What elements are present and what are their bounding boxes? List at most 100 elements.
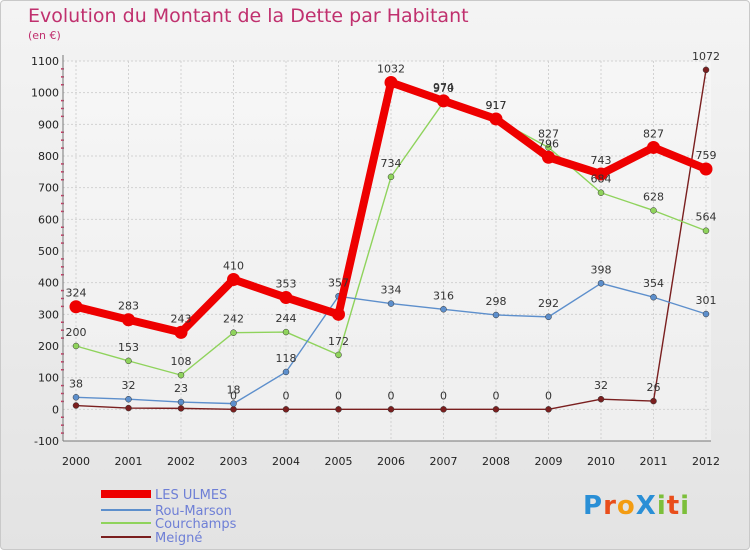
data-label: 298 bbox=[486, 295, 507, 308]
data-point bbox=[545, 144, 552, 151]
data-point bbox=[492, 311, 500, 319]
data-label: 0 bbox=[388, 389, 395, 402]
data-point bbox=[542, 150, 555, 164]
x-tick-label: 2008 bbox=[482, 455, 510, 468]
y-tick-label: 1100 bbox=[31, 55, 59, 68]
data-label: 759 bbox=[696, 149, 717, 162]
data-label: 0 bbox=[440, 389, 447, 402]
data-point bbox=[440, 406, 447, 413]
data-label: 827 bbox=[538, 127, 559, 140]
data-point bbox=[72, 394, 80, 401]
data-point bbox=[387, 406, 395, 413]
y-tick-label: 0 bbox=[52, 403, 59, 416]
data-point bbox=[227, 273, 240, 286]
y-tick-label: 100 bbox=[38, 372, 59, 385]
data-label: 917 bbox=[486, 99, 507, 112]
data-point bbox=[597, 280, 605, 287]
data-point bbox=[230, 329, 237, 336]
x-tick-label: 2002 bbox=[167, 455, 195, 468]
legend-label: Courchamps bbox=[155, 517, 237, 532]
data-point bbox=[545, 313, 552, 321]
data-label: 301 bbox=[696, 294, 717, 307]
x-tick-label: 2001 bbox=[115, 455, 143, 468]
data-point bbox=[545, 406, 552, 413]
data-point bbox=[650, 207, 657, 214]
data-point bbox=[177, 371, 185, 379]
x-tick-label: 2007 bbox=[430, 455, 458, 468]
data-point bbox=[597, 189, 605, 196]
x-tick-label: 2009 bbox=[535, 455, 563, 468]
y-tick-label: 400 bbox=[38, 277, 59, 290]
data-label: 108 bbox=[171, 355, 192, 368]
data-label: 200 bbox=[66, 326, 87, 339]
data-point bbox=[702, 310, 710, 318]
data-point bbox=[72, 402, 80, 409]
data-label: 0 bbox=[493, 389, 500, 402]
data-label: 334 bbox=[381, 284, 402, 297]
data-label: 970 bbox=[433, 82, 454, 95]
x-tick-label: 2010 bbox=[587, 455, 615, 468]
data-point bbox=[69, 300, 83, 314]
data-point bbox=[384, 76, 398, 90]
data-point bbox=[650, 293, 657, 301]
data-label: 243 bbox=[171, 312, 192, 325]
data-label: 0 bbox=[283, 389, 290, 402]
y-tick-label: 500 bbox=[38, 245, 59, 258]
data-label: 1072 bbox=[692, 50, 720, 63]
data-label: 398 bbox=[591, 263, 612, 276]
data-label: 354 bbox=[643, 277, 664, 290]
data-label: 0 bbox=[230, 389, 237, 402]
data-label: 244 bbox=[276, 312, 297, 325]
data-point bbox=[437, 94, 450, 108]
chart-title: Evolution du Montant de la Dette par Hab… bbox=[28, 5, 469, 27]
data-point bbox=[335, 351, 342, 359]
data-label: 917 bbox=[486, 99, 507, 112]
data-point bbox=[594, 167, 608, 181]
data-point bbox=[387, 173, 395, 181]
data-point bbox=[177, 398, 185, 406]
legend-label: Meigné bbox=[155, 531, 202, 546]
data-label: 974 bbox=[433, 81, 454, 94]
data-label: 242 bbox=[223, 313, 244, 326]
y-tick-label: 300 bbox=[38, 308, 59, 321]
data-point bbox=[125, 404, 132, 412]
data-label: 32 bbox=[122, 379, 136, 392]
x-tick-label: 2005 bbox=[325, 455, 353, 468]
data-point bbox=[282, 328, 290, 336]
data-point bbox=[72, 342, 80, 350]
y-tick-label: 600 bbox=[38, 213, 59, 226]
x-tick-label: 2000 bbox=[62, 455, 90, 468]
data-label: 316 bbox=[433, 289, 454, 302]
x-tick-label: 2006 bbox=[377, 455, 405, 468]
data-label: 0 bbox=[545, 389, 552, 402]
data-point bbox=[174, 325, 188, 339]
data-label: 324 bbox=[66, 287, 87, 300]
data-label: 1032 bbox=[377, 63, 405, 76]
proxiti-logo: ProXiti bbox=[583, 491, 691, 521]
data-point bbox=[335, 406, 342, 413]
data-point bbox=[332, 307, 345, 321]
data-label: 38 bbox=[69, 377, 83, 390]
data-point bbox=[125, 357, 132, 365]
data-label: 353 bbox=[276, 278, 297, 291]
data-point bbox=[279, 291, 293, 305]
data-label: 357 bbox=[328, 276, 349, 289]
data-point bbox=[492, 406, 500, 413]
data-point bbox=[177, 405, 185, 412]
x-tick-label: 2011 bbox=[640, 455, 668, 468]
x-tick-label: 2004 bbox=[272, 455, 300, 468]
y-tick-label: 800 bbox=[38, 150, 59, 163]
data-point bbox=[489, 112, 503, 126]
data-point bbox=[282, 368, 290, 376]
data-point bbox=[440, 306, 447, 313]
data-label: 684 bbox=[591, 173, 612, 186]
data-label: 283 bbox=[118, 300, 139, 313]
data-label: 23 bbox=[174, 382, 188, 395]
data-label: 628 bbox=[643, 190, 664, 203]
y-tick-label: 200 bbox=[38, 340, 59, 353]
y-tick-label: -100 bbox=[34, 435, 59, 448]
data-point bbox=[699, 162, 713, 176]
data-label: 743 bbox=[591, 154, 612, 167]
